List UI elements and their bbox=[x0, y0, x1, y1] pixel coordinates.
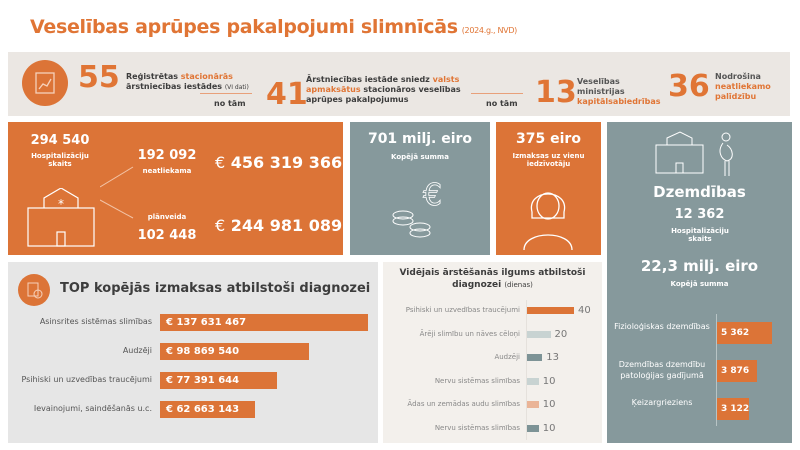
cost-bar: € 77 391 644 bbox=[160, 372, 277, 389]
category-label: Audzēji bbox=[494, 353, 520, 362]
birth-bar: 5 362 bbox=[717, 322, 772, 344]
category-label: Audzēji bbox=[122, 346, 152, 355]
total-sum-label: Kopējā summa bbox=[391, 153, 449, 161]
svg-text:€: € bbox=[423, 178, 442, 213]
category-label: Ievainojumi, saindēšanās u.c. bbox=[33, 404, 152, 413]
bar-value: 62 663 143 bbox=[176, 404, 240, 415]
arrow bbox=[471, 93, 523, 94]
ministry-text: Veselības ministrijas kapitālsabiedrības bbox=[577, 77, 661, 106]
arrow bbox=[200, 93, 252, 94]
category-label: Ārēji slimību un nāves cēloņi bbox=[419, 329, 520, 338]
duration-bar bbox=[527, 330, 551, 338]
birth-bar: 3 876 bbox=[717, 360, 757, 382]
urgent-cost: € 456 319 366 bbox=[215, 153, 343, 172]
ministry-count: 13 bbox=[535, 75, 577, 110]
planned-count: 102 448 bbox=[137, 228, 197, 243]
bar-value: 98 869 540 bbox=[176, 346, 240, 357]
cost-bar: € 137 631 467 bbox=[160, 314, 368, 331]
report-icon bbox=[22, 60, 68, 106]
duration-bar bbox=[527, 354, 543, 362]
axis-line bbox=[716, 314, 717, 426]
emergency-text: Nodrošina neatliekamo palīdzību bbox=[715, 72, 771, 101]
maternity-icon bbox=[655, 131, 733, 176]
category-label: Psihiski un uzvedības traucējumi bbox=[405, 306, 520, 314]
birth-count-label: Hospitalizāciju skaits bbox=[671, 227, 729, 243]
registered-count: 55 bbox=[78, 60, 120, 95]
total-sum-panel bbox=[350, 122, 490, 255]
bar-value: 10 bbox=[542, 423, 556, 434]
duration-bar bbox=[527, 307, 574, 314]
urgent-count: 192 092 bbox=[137, 148, 197, 163]
planned-label: plānveida bbox=[147, 213, 187, 221]
hospitalization-total-label: Hospitalizāciju skaits bbox=[31, 152, 89, 168]
cost-bar: € 98 869 540 bbox=[160, 343, 310, 360]
planned-cost: € 244 981 089 bbox=[215, 216, 343, 235]
birth-title: Dzemdības bbox=[653, 183, 746, 201]
top-costs-title: TOP kopējās izmaksas atbilstoši diagnoze… bbox=[60, 281, 371, 296]
category-label: Ķeizargrieziens bbox=[631, 398, 693, 407]
page-title: Veselības aprūpes pakalpojumi slimnīcās(… bbox=[30, 16, 518, 38]
birth-count: 12 362 bbox=[674, 207, 725, 222]
bar-value: 77 391 644 bbox=[176, 375, 240, 386]
axis-line bbox=[526, 300, 527, 440]
registered-text: Reģistrētas stacionārās ārstniecības iest… bbox=[126, 72, 249, 91]
birth-panel bbox=[607, 122, 792, 443]
split-lines bbox=[100, 166, 134, 219]
bar-value: 10 bbox=[542, 399, 556, 411]
coins-icon: € bbox=[392, 178, 442, 238]
duration-bar bbox=[527, 401, 539, 409]
funded-count: 41 bbox=[266, 77, 308, 112]
category-label: Nervu sistēmas slimības bbox=[434, 424, 520, 432]
of-which-label: no tām bbox=[486, 99, 518, 108]
per-person-label: Izmaksas uz vienu iedzīvotāju bbox=[512, 152, 585, 168]
category-label: Dzemdības dzemdību patoloģijas gadījumā bbox=[618, 360, 706, 380]
category-label: Nervu sistēmas slimības bbox=[434, 376, 520, 385]
duration-panel bbox=[383, 262, 602, 443]
category-label: Ādas un zemādas audu slimības bbox=[407, 400, 520, 409]
category-label: Fizioloģiskas dzemdības bbox=[614, 322, 710, 331]
svg-text:*: * bbox=[58, 197, 64, 211]
bar-value: 40 bbox=[578, 305, 591, 316]
birth-bar: 3 122 bbox=[717, 398, 749, 420]
page-subtitle: (2024.g., NVD) bbox=[461, 26, 518, 35]
bar-value: 10 bbox=[542, 375, 556, 387]
total-sum-value: 701 milj. eiro bbox=[367, 131, 473, 147]
per-person-value: 375 eiro bbox=[516, 131, 581, 147]
calculator-icon bbox=[18, 274, 50, 306]
funded-text: Ārstniecības iestāde sniedz valsts apmak… bbox=[306, 75, 461, 104]
bar-value: 13 bbox=[546, 352, 559, 364]
urgent-label: neatliekama bbox=[142, 167, 192, 175]
cost-bar: € 62 663 143 bbox=[160, 401, 255, 418]
duration-title: Vidējais ārstēšanās ilgums atbilstoši di… bbox=[399, 268, 586, 290]
person-icon bbox=[523, 192, 573, 250]
duration-bar bbox=[527, 425, 539, 432]
hospital-icon: * bbox=[27, 188, 95, 247]
category-label: Psihiski un uzvedības traucējumi bbox=[21, 375, 152, 384]
category-label: Asinsrites sistēmas slimības bbox=[39, 317, 152, 326]
emergency-count: 36 bbox=[668, 69, 710, 104]
summary-band bbox=[8, 52, 790, 116]
hospitalization-panel bbox=[8, 122, 343, 255]
of-which-label: no tām bbox=[214, 99, 246, 108]
hospitalization-total: 294 540 bbox=[30, 133, 90, 148]
bar-value: 137 631 467 bbox=[176, 317, 247, 328]
birth-sum: 22,3 milj. eiro bbox=[640, 257, 759, 275]
duration-bar bbox=[527, 377, 539, 385]
per-person-panel bbox=[496, 122, 601, 255]
birth-sum-label: Kopējā summa bbox=[670, 280, 729, 288]
bar-value: 20 bbox=[554, 328, 568, 340]
